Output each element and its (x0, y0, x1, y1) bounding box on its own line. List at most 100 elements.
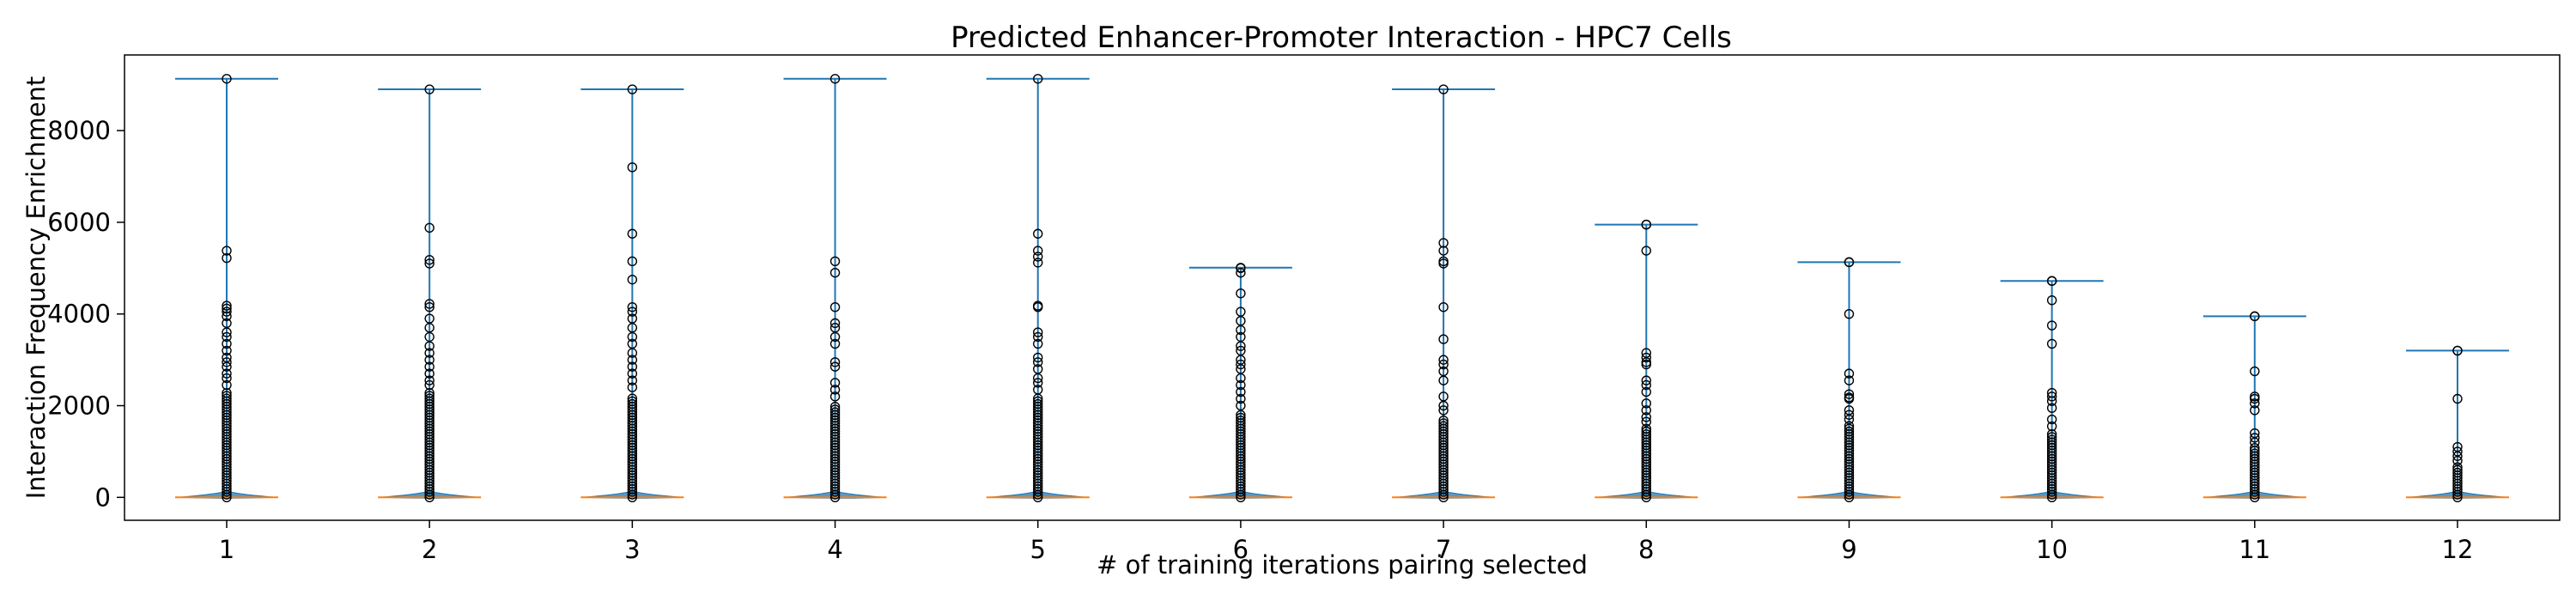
outlier-point (1844, 423, 1855, 434)
outlier-point (2250, 443, 2260, 453)
x-tick-label: 9 (1841, 535, 1856, 564)
violin-group-5 (986, 74, 1090, 503)
outlier-point (2452, 462, 2463, 472)
outlier-point (2452, 467, 2463, 478)
outlier-point (1641, 405, 1651, 416)
violin-group-1 (175, 74, 278, 503)
outlier-point (1033, 373, 1043, 384)
outlier-point (424, 84, 434, 94)
outlier-point (627, 228, 638, 239)
outlier-point (1438, 238, 1449, 248)
outlier-point (222, 368, 232, 379)
violin-group-9 (1797, 257, 1901, 503)
outlier-point (1033, 327, 1043, 337)
outlier-point (829, 385, 841, 395)
outlier-point (2046, 294, 2057, 306)
outlier-point (2046, 320, 2057, 331)
outlier-point (1844, 389, 1855, 399)
outlier-point (1438, 375, 1449, 385)
outlier-point (1236, 400, 1246, 411)
outlier-point (1438, 418, 1449, 428)
y-axis-label: Interaction Frequency Enrichment (21, 76, 51, 499)
outlier-point (222, 393, 232, 404)
outlier-point (222, 379, 232, 391)
y-tick-label: 0 (95, 483, 111, 512)
outlier-point (1236, 267, 1246, 278)
violin-group-12 (2406, 345, 2509, 503)
outlier-point (627, 84, 638, 94)
outlier-point (829, 256, 841, 266)
outlier-point (424, 368, 434, 379)
outlier-point (424, 379, 434, 391)
outlier-point (2452, 464, 2463, 476)
x-tick-label: 5 (1030, 535, 1046, 564)
outlier-point (424, 301, 434, 313)
outlier-point (2046, 429, 2057, 440)
outlier-point (627, 307, 638, 317)
outlier-point (1641, 416, 1651, 427)
y-tick-label: 8000 (47, 116, 111, 145)
outlier-point (1236, 359, 1246, 370)
outlier-point (1438, 400, 1449, 411)
outlier-point (2046, 432, 2057, 442)
outlier-point (222, 311, 232, 322)
outlier-point (1641, 412, 1651, 422)
outlier-point (2452, 451, 2463, 461)
violin-group-8 (1595, 219, 1698, 503)
outlier-point (1844, 414, 1855, 425)
violin-group-11 (2202, 311, 2306, 503)
outlier-point (1844, 421, 1855, 431)
outlier-point (1844, 309, 1855, 319)
outlier-point (2452, 455, 2463, 466)
outlier-point (2250, 393, 2260, 404)
x-tick-label: 10 (2036, 535, 2068, 564)
outlier-point (222, 388, 232, 398)
y-tick-label: 4000 (47, 300, 111, 329)
outlier-point (627, 396, 638, 407)
x-tick-label: 6 (1233, 535, 1249, 564)
outlier-point (424, 222, 434, 234)
violin-group-4 (783, 74, 887, 503)
y-tick-label: 2000 (47, 392, 111, 421)
outlier-point (1438, 84, 1449, 94)
outlier-point (627, 256, 638, 266)
x-tick-label: 11 (2239, 535, 2270, 564)
outlier-point (1844, 368, 1855, 379)
outlier-point (424, 361, 434, 372)
outlier-point (1236, 386, 1246, 398)
x-axis: 1 2 3 4 5 6 7 8 9 10 11 12 (219, 520, 2473, 564)
outlier-point (2046, 434, 2057, 445)
outlier-point (1033, 228, 1043, 239)
outlier-point (627, 393, 638, 404)
x-tick-label: 7 (1436, 535, 1451, 564)
violin-group-3 (580, 84, 684, 503)
outlier-point (627, 361, 638, 372)
outlier-point (222, 246, 232, 256)
outlier-point (1438, 421, 1449, 431)
outlier-point (1438, 359, 1449, 370)
outlier-point (1236, 325, 1246, 336)
y-tick-label: 6000 (47, 208, 111, 237)
outlier-point (1236, 379, 1246, 391)
outlier-point (1641, 359, 1651, 370)
outlier-point (1033, 398, 1043, 410)
outlier-point (627, 398, 638, 410)
outlier-point (222, 307, 232, 317)
outlier-point (2452, 393, 2463, 404)
outlier-point (2250, 437, 2260, 447)
outlier-point (2250, 448, 2260, 458)
outlier-point (2250, 366, 2260, 377)
outlier-point (1438, 334, 1449, 344)
outlier-point (1033, 246, 1043, 256)
outlier-point (1641, 386, 1651, 398)
x-tick-label: 3 (624, 535, 640, 564)
outlier-point (1641, 426, 1651, 437)
outlier-point (222, 345, 232, 356)
outlier-point (424, 254, 434, 265)
outlier-point (829, 318, 841, 329)
outlier-point (2452, 345, 2463, 356)
outlier-point (1033, 378, 1043, 388)
outlier-point (627, 348, 638, 358)
outlier-point (222, 74, 232, 84)
outlier-point (1236, 412, 1246, 423)
